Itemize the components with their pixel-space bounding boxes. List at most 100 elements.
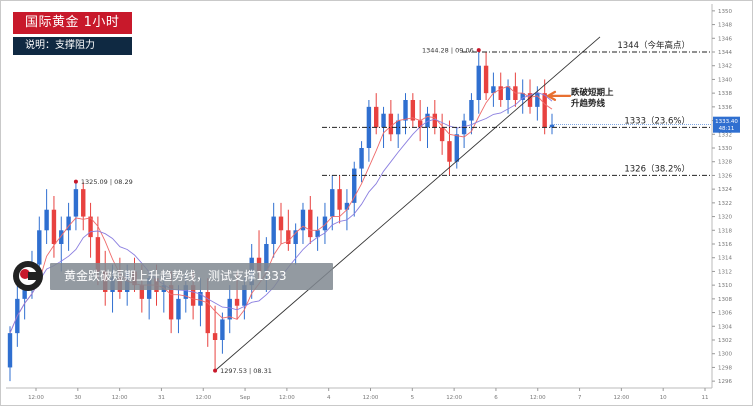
candle-body — [300, 209, 306, 231]
candle-body — [212, 333, 218, 340]
y-tick-label: 1300 — [718, 352, 732, 358]
candle-body — [425, 113, 430, 128]
x-tick-label: 12:00 — [195, 395, 211, 401]
current-price-value: 1333.40 — [715, 119, 738, 125]
x-tick-label: 11 — [702, 395, 709, 401]
x-tick-label: 12:00 — [446, 395, 462, 401]
chart-subtitle: 说明：支撑阻力 — [13, 37, 132, 55]
candle-body — [198, 292, 203, 306]
callout-arrow — [546, 90, 572, 101]
x-tick-label: 12:00 — [112, 395, 128, 401]
y-tick-label: 1332 — [718, 132, 732, 138]
y-tick-label: 1306 — [718, 311, 732, 317]
y-tick-label: 1338 — [718, 91, 732, 97]
x-tick-label: 6 — [494, 395, 498, 401]
candle-body — [344, 202, 350, 210]
candle-body — [476, 65, 481, 100]
candle-body — [88, 216, 93, 238]
x-tick-label: 12:00 — [530, 395, 546, 401]
y-tick-label: 1322 — [718, 201, 732, 207]
y-tick-label: 1308 — [718, 297, 732, 303]
y-tick-label: 1328 — [718, 160, 732, 166]
brand-logo-icon — [13, 261, 43, 291]
candle-body — [220, 319, 225, 340]
y-tick-label: 1296 — [718, 379, 732, 385]
candle-body — [59, 230, 64, 244]
y-tick-label: 1326 — [718, 173, 732, 179]
x-tick-label: 4 — [327, 395, 331, 401]
candle-body — [278, 216, 284, 231]
current-price-tag — [713, 116, 740, 133]
level-label: 1344（今年高点） — [617, 40, 690, 51]
candle-body — [359, 148, 364, 169]
candle-body — [483, 65, 489, 94]
x-tick-label: Sep — [240, 395, 251, 401]
level-label: 1326（38.2%） — [624, 163, 690, 174]
candle-body — [447, 141, 452, 162]
candle-body — [190, 285, 196, 306]
candle-body — [168, 285, 174, 320]
y-tick-label: 1336 — [718, 105, 732, 111]
y-tick-label: 1342 — [718, 64, 732, 70]
extreme-marker — [73, 179, 78, 184]
y-tick-label: 1304 — [718, 324, 732, 330]
candle-body — [7, 333, 13, 368]
extreme-label: 1325.09 | 08.29 — [81, 178, 133, 186]
x-tick-label: 7 — [578, 395, 582, 401]
candle-body — [439, 127, 445, 142]
candle-body — [81, 189, 86, 217]
level-label: 1333（23.6%） — [624, 115, 690, 126]
candle-body — [51, 209, 57, 244]
headline-banner: 黄金跌破短期上升趋势线，测试支撑1333 — [50, 263, 333, 290]
candle-body — [374, 106, 379, 128]
x-tick-label: 10 — [660, 395, 667, 401]
candle-body — [432, 113, 438, 128]
y-tick-label: 1344 — [718, 50, 732, 56]
candle-body — [242, 285, 247, 306]
candle-body — [73, 189, 79, 217]
candle-body — [315, 230, 320, 238]
current-price-timer: 48:11 — [719, 126, 735, 132]
y-tick-label: 1318 — [718, 228, 732, 234]
y-tick-label: 1320 — [718, 215, 732, 221]
x-tick-label: 12:00 — [613, 395, 629, 401]
candle-body — [395, 120, 401, 135]
candle-body — [308, 209, 313, 238]
trendline — [214, 36, 601, 371]
candle-body — [549, 124, 555, 128]
callout-line-1: 跌破短期上 — [571, 87, 614, 98]
y-tick-label: 1316 — [718, 242, 732, 248]
y-tick-label: 1350 — [718, 9, 732, 15]
y-tick-label: 1302 — [718, 338, 732, 344]
extreme-marker — [476, 48, 481, 53]
candle-body — [491, 86, 496, 94]
candle-body — [95, 237, 101, 272]
x-tick-label: 30 — [74, 395, 81, 401]
x-tick-label: 5 — [411, 395, 415, 401]
y-tick-label: 1298 — [718, 365, 732, 371]
candle-body — [381, 113, 386, 128]
candle-body — [520, 93, 525, 100]
candle-body — [330, 189, 335, 217]
y-tick-label: 1310 — [718, 283, 732, 289]
x-tick-label: 12:00 — [363, 395, 379, 401]
candle-body — [366, 106, 372, 148]
x-tick-label: 12:00 — [279, 395, 295, 401]
candle-body — [293, 230, 298, 244]
extreme-label: 1344.28 | 09.06 — [422, 47, 474, 55]
candle-body — [205, 292, 210, 334]
candle-body — [388, 113, 394, 135]
candle-body — [183, 285, 188, 299]
candle-body — [527, 93, 533, 107]
candle-body — [352, 168, 357, 203]
candle-body — [271, 216, 276, 244]
candle-body — [498, 86, 503, 100]
candle-body — [234, 298, 240, 306]
y-tick-label: 1348 — [718, 23, 732, 29]
candle-body — [286, 230, 291, 244]
candle-body — [322, 216, 328, 231]
candle-body — [139, 285, 145, 299]
y-tick-label: 1340 — [718, 77, 732, 83]
extreme-marker — [213, 368, 218, 373]
y-tick-label: 1346 — [718, 36, 732, 42]
